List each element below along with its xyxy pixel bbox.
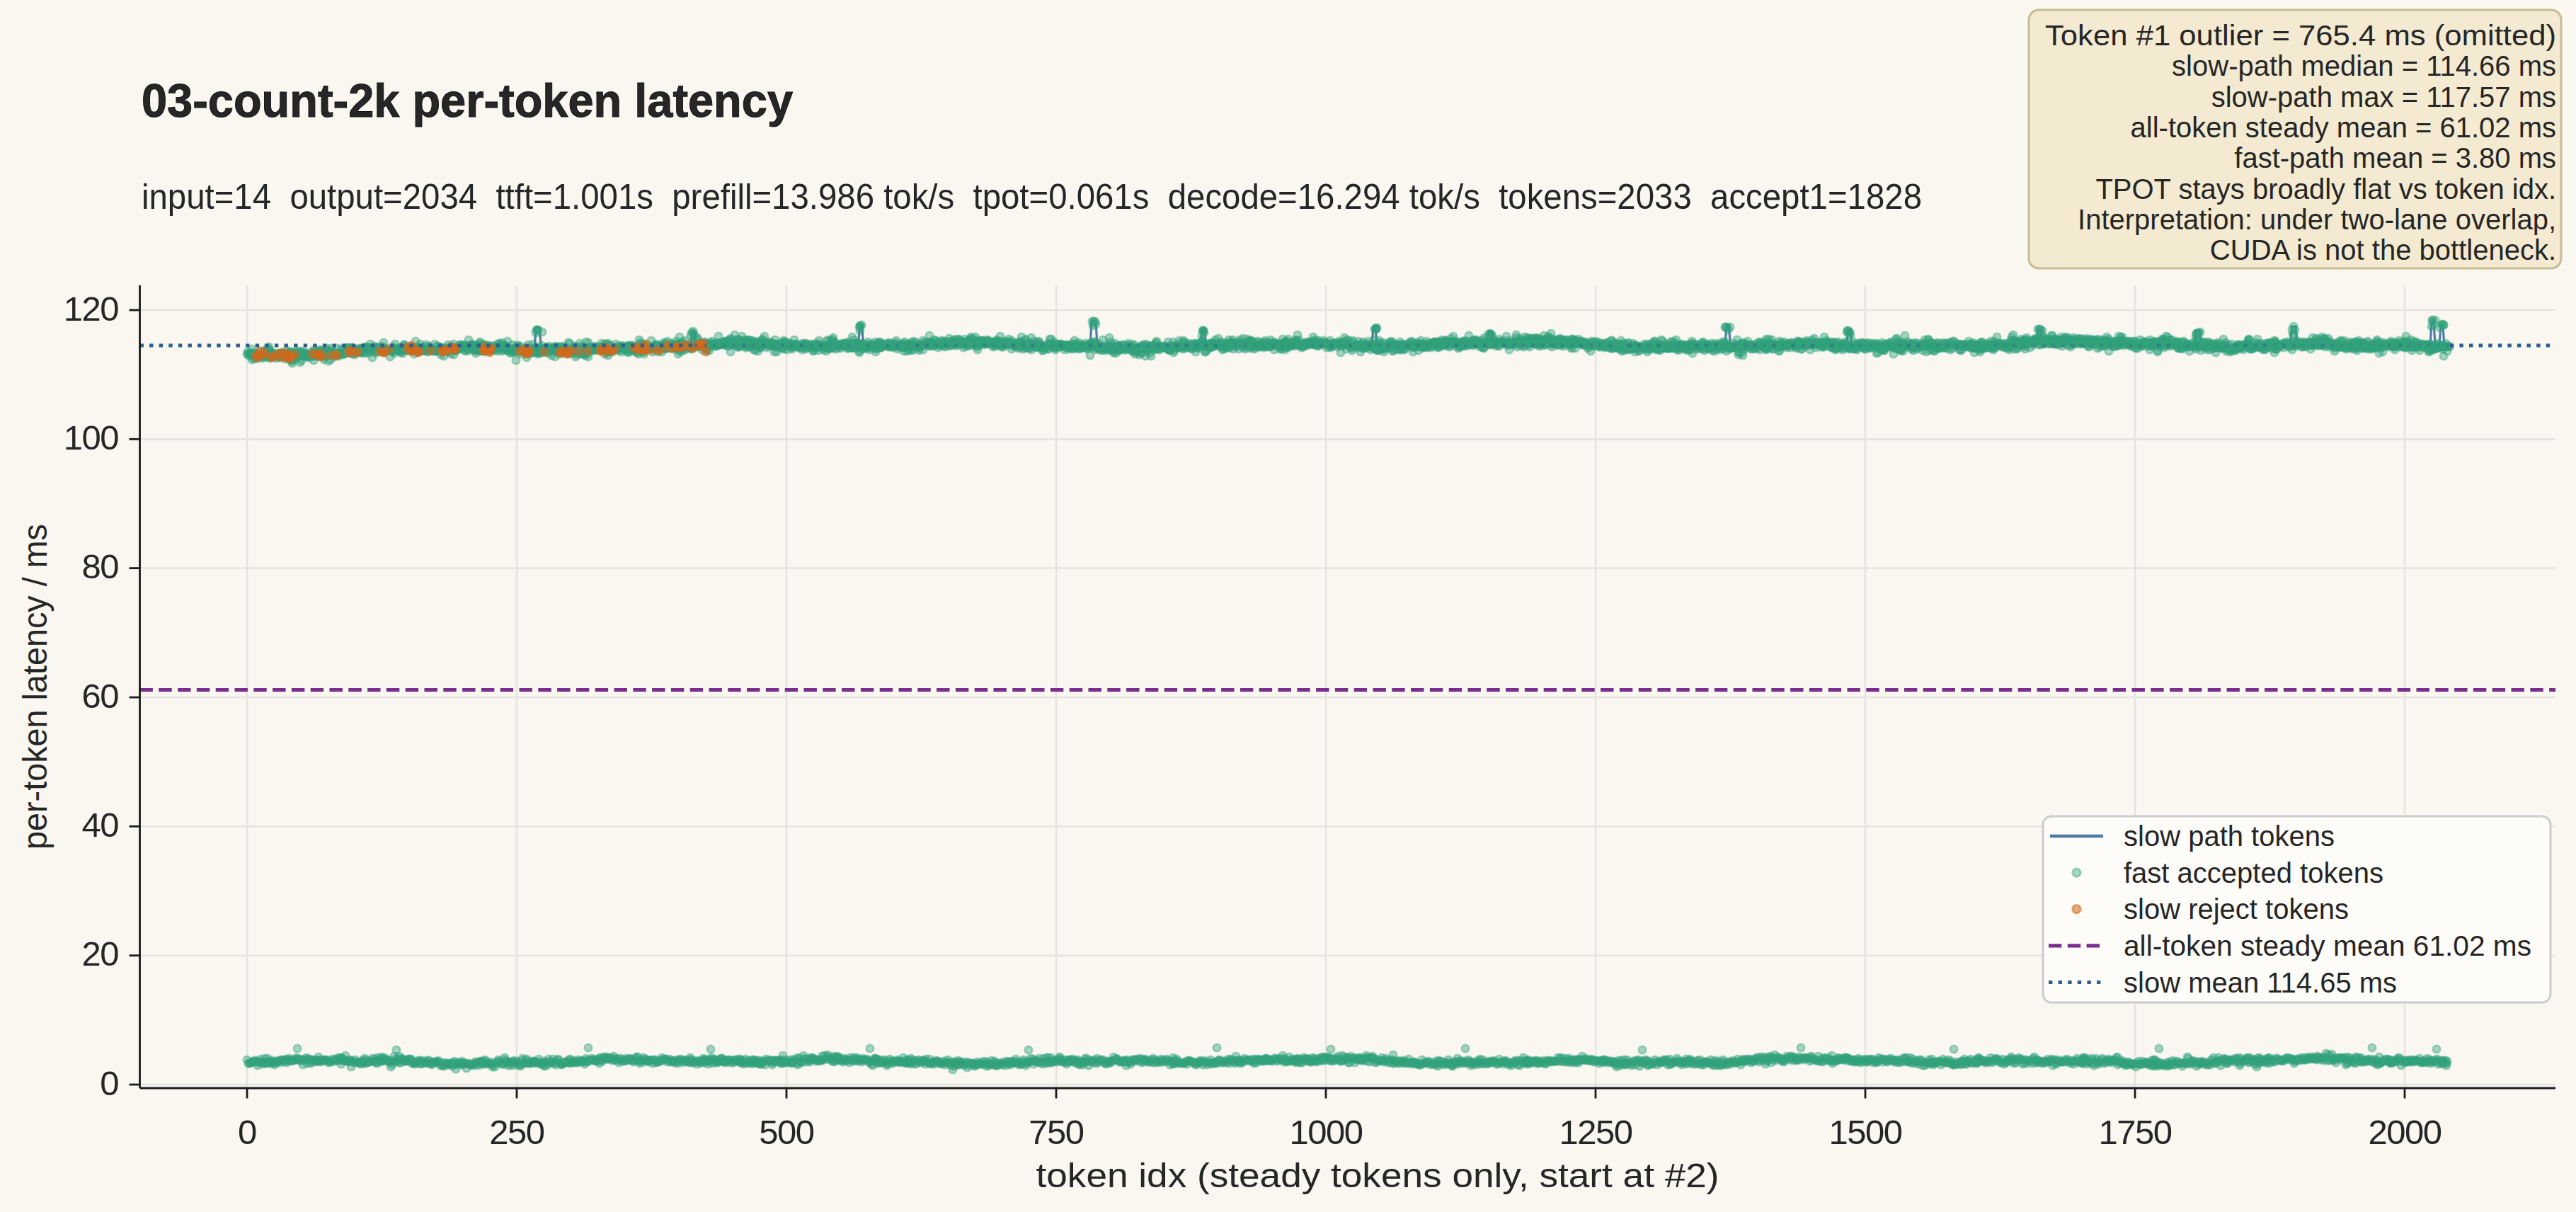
svg-text:Token #1 outlier = 765.4 ms (o: Token #1 outlier = 765.4 ms (omitted) [2045,20,2556,51]
svg-text:slow path tokens: slow path tokens [2124,821,2335,852]
svg-text:input=14 output=2034 ttft=1.: input=14 output=2034 ttft=1.001s prefill… [142,177,1922,217]
svg-text:slow mean 114.65 ms: slow mean 114.65 ms [2124,967,2397,998]
svg-text:slow reject tokens: slow reject tokens [2124,893,2349,925]
svg-text:750: 750 [1029,1113,1084,1151]
svg-text:token idx (steady tokens only,: token idx (steady tokens only, start at … [1036,1156,1719,1194]
svg-text:all-token steady mean 61.02 ms: all-token steady mean 61.02 ms [2124,930,2531,961]
svg-text:per-token latency / ms: per-token latency / ms [16,524,54,850]
svg-text:1750: 1750 [2098,1113,2171,1151]
svg-text:0: 0 [100,1064,118,1102]
svg-text:0: 0 [238,1113,256,1151]
svg-text:40: 40 [81,806,118,844]
svg-text:250: 250 [489,1113,544,1151]
svg-text:fast accepted tokens: fast accepted tokens [2124,857,2383,888]
svg-text:TPOT stays broadly flat vs tok: TPOT stays broadly flat vs token idx. [2095,173,2556,205]
svg-text:100: 100 [64,418,119,457]
svg-text:1500: 1500 [1828,1113,1901,1151]
svg-text:fast-path mean = 3.80 ms: fast-path mean = 3.80 ms [2234,142,2556,173]
svg-text:500: 500 [759,1113,814,1151]
svg-text:CUDA is not the bottleneck.: CUDA is not the bottleneck. [2210,234,2556,265]
svg-text:2000: 2000 [2368,1113,2441,1151]
svg-text:1250: 1250 [1559,1113,1632,1151]
svg-text:20: 20 [81,934,118,973]
svg-text:03-count-2k per-token latency: 03-count-2k per-token latency [142,74,793,127]
svg-text:all-token steady mean = 61.02: all-token steady mean = 61.02 ms [2131,112,2556,143]
svg-text:80: 80 [81,547,118,585]
svg-text:slow-path max = 117.57 ms: slow-path max = 117.57 ms [2211,81,2556,113]
svg-text:1000: 1000 [1289,1113,1362,1151]
svg-text:60: 60 [81,677,118,715]
svg-text:120: 120 [64,290,119,328]
svg-text:Interpretation: under two-lane: Interpretation: under two-lane overlap, [2078,204,2556,235]
svg-text:slow-path median = 114.66 ms: slow-path median = 114.66 ms [2172,50,2556,81]
